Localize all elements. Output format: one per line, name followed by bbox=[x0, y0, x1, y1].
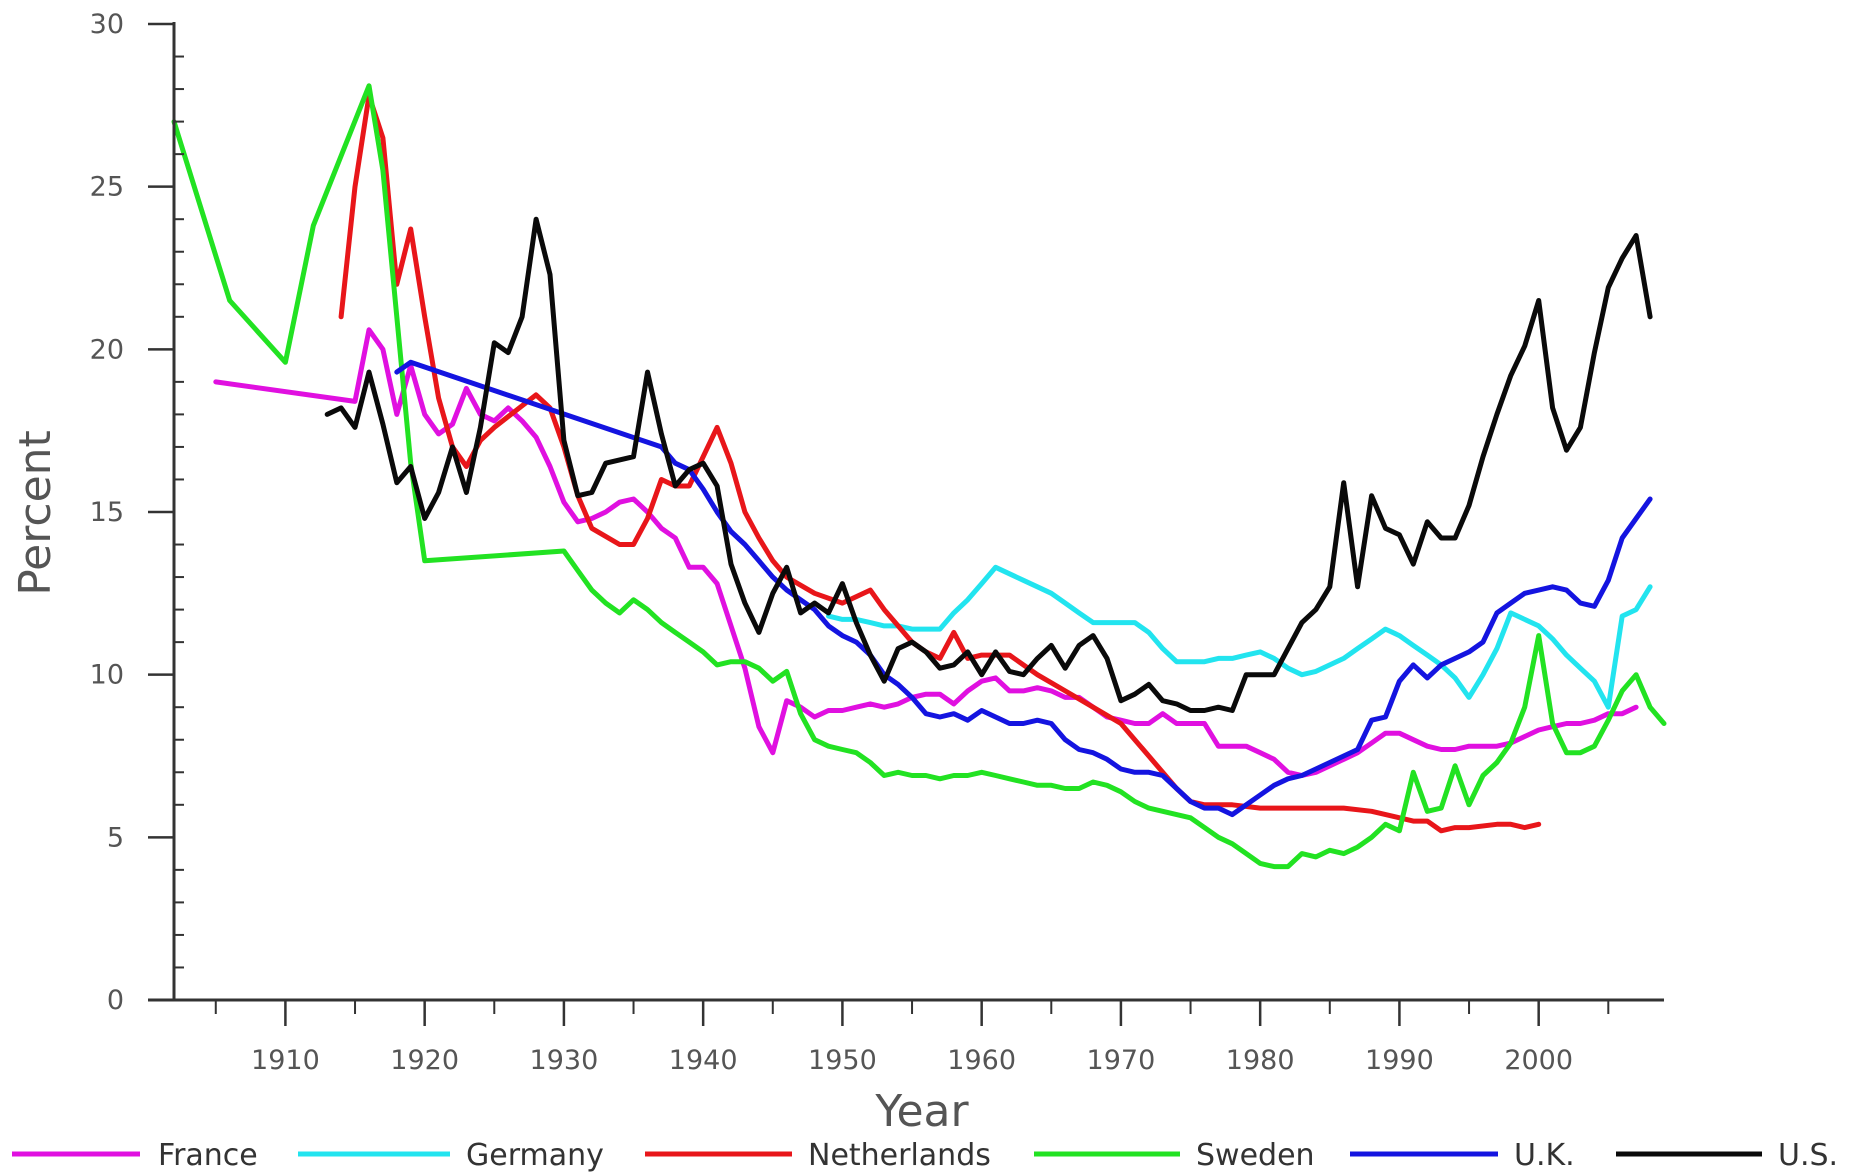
legend-item: Sweden bbox=[1034, 1138, 1315, 1172]
legend-item: U.K. bbox=[1350, 1138, 1575, 1172]
series-line-3 bbox=[171, 83, 1667, 870]
series-line-5 bbox=[324, 216, 1653, 713]
series-line-2 bbox=[338, 93, 1542, 834]
y-tick-label: 10 bbox=[90, 660, 124, 691]
x-tick-label: 1930 bbox=[530, 1045, 599, 1076]
legend-label: U.K. bbox=[1514, 1138, 1575, 1172]
legend-item: Germany bbox=[298, 1138, 604, 1172]
x-tick-label: 1970 bbox=[1087, 1045, 1156, 1076]
x-tick-label: 1950 bbox=[808, 1045, 877, 1076]
y-tick-label: 0 bbox=[107, 985, 124, 1016]
series-line-1 bbox=[826, 564, 1653, 710]
legend-item: U.S. bbox=[1616, 1138, 1838, 1172]
legend-label: Netherlands bbox=[808, 1138, 991, 1172]
x-tick-label: 1960 bbox=[947, 1045, 1016, 1076]
y-tick-label: 20 bbox=[90, 334, 124, 365]
series-line-0 bbox=[213, 327, 1639, 778]
series-line-4 bbox=[394, 359, 1653, 818]
x-tick-label: 1910 bbox=[251, 1045, 320, 1076]
y-tick-label: 5 bbox=[107, 822, 124, 853]
plot-lines bbox=[171, 83, 1667, 870]
x-axis-title: Year bbox=[874, 1086, 969, 1137]
y-tick-label: 25 bbox=[90, 172, 124, 203]
legend-label: Germany bbox=[466, 1138, 604, 1172]
x-tick-label: 1990 bbox=[1365, 1045, 1434, 1076]
axes bbox=[148, 22, 1664, 1002]
legend-label: France bbox=[158, 1138, 258, 1172]
y-axis-title: Percent bbox=[10, 430, 61, 596]
y-tick-label: 15 bbox=[90, 497, 124, 528]
ticks: 0 5 10 15 20 25 30 1910 1920 1930 1940 1950 1960 1970… bbox=[90, 9, 1610, 1076]
x-tick-label: 2000 bbox=[1504, 1045, 1573, 1076]
legend-item: France bbox=[12, 1138, 258, 1172]
x-tick-label: 1920 bbox=[390, 1045, 459, 1076]
legend-label: U.S. bbox=[1778, 1138, 1838, 1172]
y-tick-label: 30 bbox=[90, 9, 124, 40]
legend: France Germany Netherlands Sweden U.K. U.S. bbox=[12, 1138, 1838, 1172]
legend-label: Sweden bbox=[1196, 1138, 1315, 1172]
legend-item: Netherlands bbox=[645, 1138, 991, 1172]
x-tick-label: 1980 bbox=[1226, 1045, 1295, 1076]
x-tick-label: 1940 bbox=[669, 1045, 738, 1076]
